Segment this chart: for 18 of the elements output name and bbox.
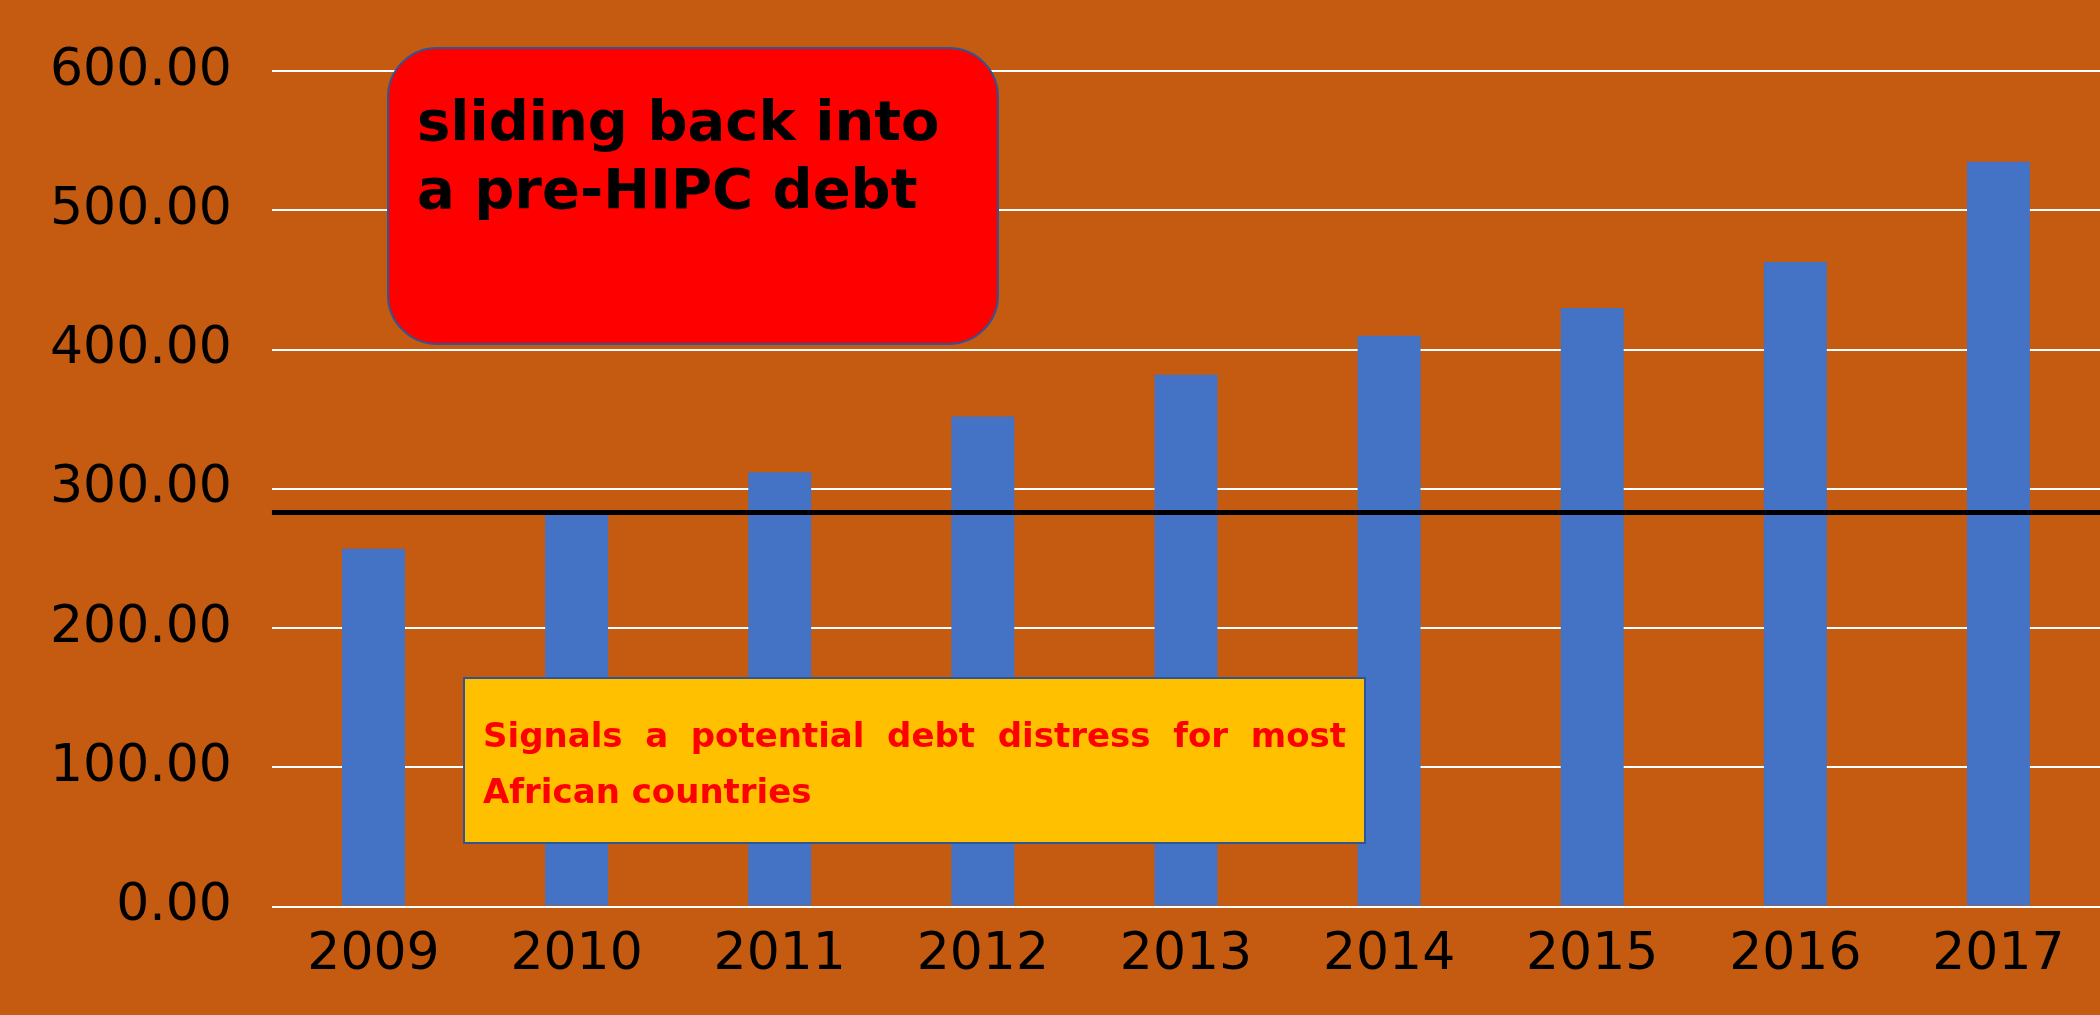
x-tick-label: 2013 [1119, 921, 1253, 982]
annotation: Signals a potential debt distress for most African countries [483, 714, 1346, 813]
y-tick-label: 600.00 [50, 36, 232, 97]
y-tick-label: 100.00 [50, 732, 232, 793]
y-tick-label: 400.00 [50, 315, 232, 376]
y-tick-label: 200.00 [50, 593, 232, 654]
x-tick-label: 2010 [510, 921, 643, 982]
x-tick-label: 2017 [1932, 921, 2065, 982]
y-tick-label: 0.00 [116, 872, 232, 933]
annotation: sliding back into a pre-HIPC debt [417, 87, 941, 223]
x-tick-label: 2016 [1729, 921, 1862, 982]
x-tick-label: 2014 [1322, 921, 1456, 982]
x-tick-label: 2009 [307, 921, 440, 982]
x-tick-label: 2011 [713, 921, 846, 982]
y-tick-label: 300.00 [50, 454, 232, 515]
x-tick-label: 2012 [916, 921, 1050, 982]
x-tick-label: 2015 [1526, 921, 1659, 982]
y-tick-label: 500.00 [50, 175, 232, 236]
